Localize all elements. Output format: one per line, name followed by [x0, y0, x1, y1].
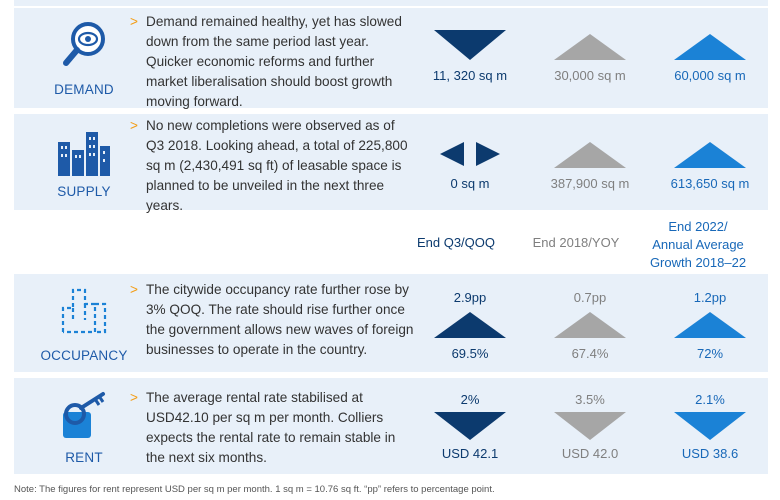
occupancy-text: The citywide occupancy rate further rose… — [146, 282, 414, 357]
up-arrow-icon — [674, 34, 746, 60]
supply-description: > No new completions were observed as of… — [130, 116, 416, 216]
down-arrow-icon — [434, 412, 506, 440]
rent-icon-box: RENT — [34, 382, 134, 472]
up-arrow-icon — [434, 312, 506, 338]
occupancy-icon-box: OCCUPANCY — [34, 278, 134, 368]
footnote: Note: The figures for rent represent USD… — [14, 484, 495, 495]
supply-col2-value: 387,900 sq m — [550, 176, 630, 191]
rent-col2-bottom: USD 42.0 — [561, 446, 619, 461]
occupancy-col3-top: 1.2pp — [693, 290, 727, 305]
header-col3-line1: End 2022/ — [668, 219, 728, 234]
rent-description: > The average rental rate stabilised at … — [130, 388, 416, 468]
demand-row: DEMAND > Demand remained healthy, yet ha… — [14, 8, 770, 109]
rent-col2-top: 3.5% — [575, 392, 605, 407]
rent-col3-bottom: USD 38.6 — [681, 446, 739, 461]
up-arrow-icon — [554, 312, 626, 338]
header-col1: End Q3/QOQ — [416, 235, 496, 250]
occupancy-col1: 2.9pp 69.5% — [410, 274, 530, 372]
supply-col2: 387,900 sq m — [530, 114, 650, 210]
rent-col3-top: 2.1% — [695, 392, 725, 407]
supply-label: SUPPLY — [57, 184, 111, 199]
supply-col3: 613,650 sq m — [650, 114, 770, 210]
down-arrow-icon — [674, 412, 746, 440]
occupancy-description: > The citywide occupancy rate further ro… — [130, 280, 416, 360]
occupancy-col3-bottom: 72% — [696, 346, 724, 361]
left-right-arrows-icon — [440, 142, 500, 166]
header-col2: End 2018/YOY — [532, 235, 620, 250]
rent-col1-top: 2% — [460, 392, 480, 407]
buildings-icon — [58, 132, 110, 176]
demand-text: Demand remained healthy, yet has slowed … — [146, 14, 402, 109]
demand-col1: 11, 320 sq m — [410, 8, 530, 108]
bullet-arrow-icon: > — [130, 282, 138, 297]
rent-text: The average rental rate stabilised at US… — [146, 390, 396, 465]
occupancy-label: OCCUPANCY — [40, 348, 128, 363]
supply-col1: 0 sq m — [410, 114, 530, 210]
magnifier-eye-icon — [63, 22, 105, 66]
bullet-arrow-icon: > — [130, 390, 138, 405]
occupancy-col2-top: 0.7pp — [573, 290, 607, 305]
up-arrow-icon — [554, 34, 626, 60]
rent-col3: 2.1% USD 38.6 — [650, 378, 770, 474]
occupancy-col2: 0.7pp 67.4% — [530, 274, 650, 372]
demand-col2: 30,000 sq m — [530, 8, 650, 108]
demand-label: DEMAND — [54, 82, 114, 97]
demand-col3: 60,000 sq m — [650, 8, 770, 108]
rent-col1: 2% USD 42.1 — [410, 378, 530, 474]
occupancy-col1-top: 2.9pp — [453, 290, 487, 305]
rent-col2: 3.5% USD 42.0 — [530, 378, 650, 474]
header-col3-line3: Growth 2018–22 — [649, 255, 747, 270]
supply-text: No new completions were observed as of Q… — [146, 118, 408, 213]
key-icon — [63, 392, 105, 438]
supply-row: SUPPLY > No new completions were observe… — [14, 114, 770, 213]
occupancy-col2-bottom: 67.4% — [571, 346, 609, 361]
demand-description: > Demand remained healthy, yet has slowe… — [130, 12, 416, 112]
demand-col3-value: 60,000 sq m — [674, 68, 746, 83]
rent-col1-bottom: USD 42.1 — [441, 446, 499, 461]
up-arrow-icon — [674, 312, 746, 338]
demand-col1-value: 11, 320 sq m — [432, 68, 508, 83]
occupancy-col3: 1.2pp 72% — [650, 274, 770, 372]
down-arrow-icon — [434, 30, 506, 60]
rent-label: RENT — [65, 450, 103, 465]
supply-col3-value: 613,650 sq m — [670, 176, 750, 191]
occupancy-row: OCCUPANCY > The citywide occupancy rate … — [14, 274, 768, 372]
supply-col1-value: 0 sq m — [450, 176, 490, 191]
occupancy-col1-bottom: 69.5% — [451, 346, 489, 361]
bullet-arrow-icon: > — [130, 118, 138, 133]
up-arrow-icon — [554, 142, 626, 168]
top-band — [14, 0, 768, 6]
floorplan-icon — [61, 288, 107, 334]
demand-col2-value: 30,000 sq m — [554, 68, 626, 83]
header-col3: End 2022/ Annual Average Growth 2018–22 — [636, 218, 760, 272]
rent-row: RENT > The average rental rate stabilise… — [14, 378, 768, 474]
bullet-arrow-icon: > — [130, 14, 138, 29]
supply-icon-box: SUPPLY — [34, 120, 134, 206]
down-arrow-icon — [554, 412, 626, 440]
demand-icon-box: DEMAND — [34, 16, 134, 102]
up-arrow-icon — [674, 142, 746, 168]
header-col3-line2: Annual Average — [652, 237, 744, 252]
